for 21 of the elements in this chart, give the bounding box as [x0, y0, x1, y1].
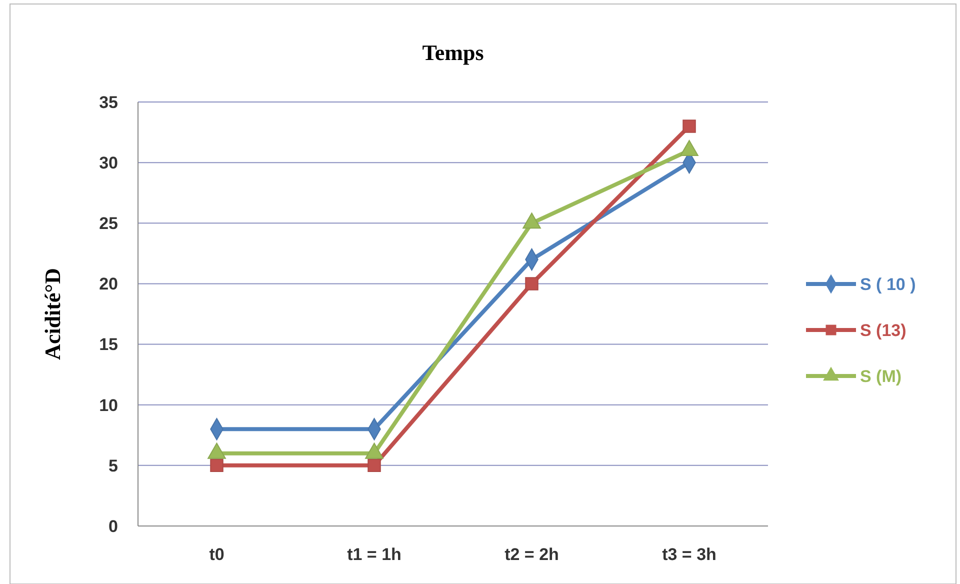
y-tick-label: 30 [99, 154, 118, 173]
point [210, 458, 224, 472]
chart-title: Temps [422, 40, 484, 65]
y-tick-label: 0 [108, 516, 118, 536]
y-tick-label: 35 [99, 92, 118, 112]
x-tick-label: t2 = 2h [504, 545, 559, 564]
y-tick-label: 15 [99, 335, 118, 354]
y-tick-label: 20 [99, 274, 118, 294]
x-tick-label: t0 [209, 545, 224, 564]
point [682, 120, 696, 133]
y-tick-label: 25 [99, 214, 118, 234]
y-axis-title: Acidité°D [40, 268, 65, 360]
x-tick-label: t3 = 3h [662, 545, 716, 564]
point [368, 458, 381, 472]
legend-label: S (13) [860, 320, 906, 340]
y-tick-label: 5 [108, 456, 118, 476]
point [525, 277, 538, 290]
y-tick-label: 10 [99, 396, 118, 415]
x-tick-label: t1 = 1h [347, 545, 402, 564]
legend-label: S ( 10 ) [860, 274, 916, 294]
legend-label: S (M) [860, 366, 902, 386]
